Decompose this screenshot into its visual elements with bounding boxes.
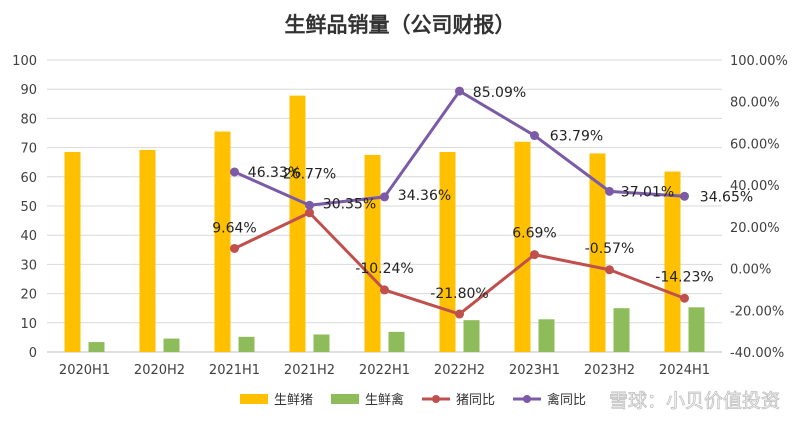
y-left-tick-label: 10 xyxy=(20,317,37,332)
bars xyxy=(64,95,705,353)
bar-poultry xyxy=(388,331,405,352)
y-left-tick-label: 80 xyxy=(20,112,37,127)
legend-swatch-marker xyxy=(523,395,531,403)
data-label: 26.77% xyxy=(283,167,336,183)
y-left-tick-label: 100 xyxy=(12,54,37,69)
y-left-tick-label: 60 xyxy=(20,171,37,186)
data-label: 46.33% xyxy=(248,165,301,181)
bar-pork xyxy=(514,141,531,352)
y-left-tick-label: 90 xyxy=(20,83,37,98)
bar-pork xyxy=(64,151,81,352)
y-right-tick-label: 40.00% xyxy=(730,179,780,194)
x-tick-label: 2022H2 xyxy=(434,363,485,378)
bar-poultry xyxy=(88,342,105,352)
line-point xyxy=(305,208,314,218)
line-point xyxy=(605,186,614,196)
data-label: 63.79% xyxy=(550,129,603,145)
line-point xyxy=(455,86,464,96)
legend-label: 禽同比 xyxy=(547,392,586,408)
bar-pork xyxy=(289,95,306,353)
data-label: -0.57% xyxy=(585,241,635,257)
line-point xyxy=(230,167,239,177)
watermark-text: 雪球：小贝价值投资 xyxy=(609,390,780,412)
y-left-tick-label: 70 xyxy=(20,142,37,157)
bar-poultry xyxy=(163,338,180,352)
y-left-tick-label: 50 xyxy=(20,200,37,215)
line-point xyxy=(305,200,314,210)
y-right-tick-label: 80.00% xyxy=(730,96,780,111)
y-left-tick-label: 20 xyxy=(20,288,37,303)
data-label: 34.65% xyxy=(700,189,753,205)
y-right-tick-label: 20.00% xyxy=(730,221,780,236)
line-point xyxy=(380,192,389,202)
bar-pork xyxy=(589,153,606,352)
chart-title: 生鲜品销量（公司财报） xyxy=(285,13,516,37)
bar-poultry xyxy=(613,308,630,352)
lines xyxy=(230,86,689,319)
line-point xyxy=(380,285,389,295)
line-point xyxy=(455,309,464,319)
data-label: 85.09% xyxy=(473,85,526,101)
bar-poultry xyxy=(238,336,255,352)
bar-poultry xyxy=(463,320,480,352)
y-axis-right: -40.00% -20.00% 0.00% 20.00% 40.00% 60.00% 80.… xyxy=(730,54,788,361)
x-tick-label: 2024H1 xyxy=(659,363,710,378)
bar-pork xyxy=(439,151,456,352)
bar-poultry xyxy=(538,319,555,352)
y-right-tick-label: 0.00% xyxy=(730,263,771,278)
legend-swatch xyxy=(240,394,268,404)
x-tick-label: 2022H1 xyxy=(359,363,410,378)
data-label: -14.23% xyxy=(655,269,713,285)
x-tick-label: 2020H1 xyxy=(59,363,110,378)
y-axis-left: 0 10 20 30 40 50 60 70 80 90 100 xyxy=(12,54,37,361)
x-tick-label: 2023H1 xyxy=(509,363,560,378)
data-label: -21.80% xyxy=(430,286,488,302)
data-label: 9.64% xyxy=(212,220,256,236)
x-tick-label: 2021H1 xyxy=(209,363,260,378)
y-left-tick-label: 30 xyxy=(20,258,37,273)
data-label: -10.24% xyxy=(355,261,413,277)
bar-pork xyxy=(664,171,681,352)
legend-label: 生鲜猪 xyxy=(274,393,313,408)
x-tick-label: 2020H2 xyxy=(134,363,185,378)
bar-pork xyxy=(364,154,381,352)
y-right-tick-label: 60.00% xyxy=(730,137,780,152)
legend-label: 生鲜禽 xyxy=(365,392,404,408)
bar-pork xyxy=(214,131,231,352)
y-right-tick-label: -20.00% xyxy=(730,304,784,319)
y-right-tick-label: -40.00% xyxy=(730,346,784,361)
legend-swatch xyxy=(331,394,359,404)
line-point xyxy=(530,250,539,260)
bar-pork xyxy=(139,149,156,352)
legend-swatch-marker xyxy=(432,395,440,403)
x-axis: 2020H1 2020H2 2021H1 2021H2 2022H1 2022H2 2023… xyxy=(59,363,710,378)
y-left-tick-label: 0 xyxy=(29,346,37,361)
data-label: 6.69% xyxy=(512,226,556,242)
line-point xyxy=(680,293,689,303)
x-tick-label: 2023H2 xyxy=(584,363,635,378)
line-point xyxy=(530,131,539,141)
x-tick-label: 2021H2 xyxy=(284,363,335,378)
legend-label: 猪同比 xyxy=(456,393,495,408)
bar-poultry xyxy=(688,307,705,352)
y-left-tick-label: 40 xyxy=(20,229,37,244)
data-label: 37.01% xyxy=(621,184,674,200)
gridlines xyxy=(47,59,722,353)
bar-poultry xyxy=(313,334,330,352)
data-label: 30.35% xyxy=(323,196,376,212)
legend: 生鲜猪 生鲜禽 猪同比 禽同比 xyxy=(240,392,586,408)
line-point xyxy=(605,265,614,275)
data-labels: 9.64% 26.77% -10.24% -21.80% 6.69% -0.57% -14.… xyxy=(212,85,753,302)
line-point xyxy=(230,243,239,253)
y-right-tick-label: 100.00% xyxy=(730,54,788,69)
line-point xyxy=(680,191,689,201)
data-label: 34.36% xyxy=(398,188,451,204)
